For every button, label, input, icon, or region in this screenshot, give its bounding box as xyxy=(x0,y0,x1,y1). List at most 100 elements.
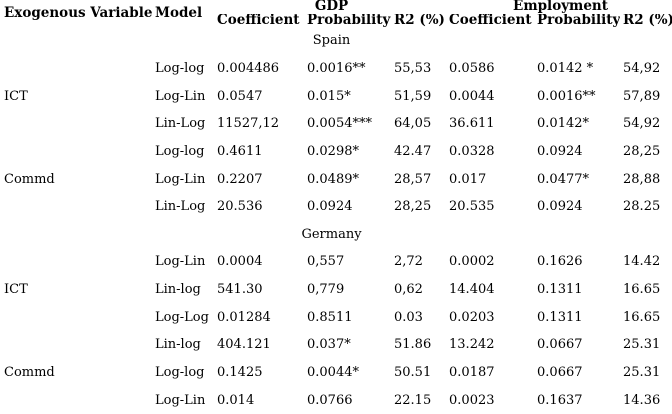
gdp-coefficient-cell: 541.30 xyxy=(217,282,263,298)
model-cell: Log-log xyxy=(155,143,205,159)
gdp-probability-cell: 0.0054*** xyxy=(307,116,372,132)
gdp-coefficient-cell: 0.01284 xyxy=(217,309,271,325)
gdp-coefficient-cell: 0.2207 xyxy=(217,171,263,187)
emp-r2-cell: 28,88 xyxy=(623,171,661,187)
emp-r2-cell: 16.65 xyxy=(623,309,661,325)
model-cell: Lin-Log xyxy=(155,116,206,132)
gdp-r2-cell: 51.86 xyxy=(394,337,432,353)
section-row-spain: Spain xyxy=(0,27,672,55)
gdp-probability-cell: 0,779 xyxy=(307,282,345,298)
model-cell: Log-Log xyxy=(155,309,209,325)
emp-probability-cell: 0.0667 xyxy=(537,365,583,380)
gdp-r2-cell: 55,53 xyxy=(394,60,432,76)
exogenous-variable-cell: ICT xyxy=(4,88,28,104)
emp-probability-cell: 0.0924 xyxy=(537,199,583,215)
emp-r2-cell: 14.36 xyxy=(623,392,661,408)
table-row: Lin-log 404.121 0.037* 51.86 13.242 0.06… xyxy=(0,331,672,359)
exogenous-variable-cell xyxy=(0,331,152,359)
emp-coefficient-cell: 0.0002 xyxy=(449,254,495,270)
emp-coefficient-cell: 20.535 xyxy=(449,199,495,215)
gdp-probability-cell: 0.8511 xyxy=(307,309,353,325)
emp-coefficient-cell: 13.242 xyxy=(449,337,495,353)
col-header-gdp-r2: R2 (%) xyxy=(394,13,445,27)
emp-r2-cell: 54,92 xyxy=(623,116,661,132)
model-cell: Log-log xyxy=(155,365,205,380)
gdp-probability-cell: 0.0016** xyxy=(307,60,366,76)
table-row: Lin-Log 20.536 0.0924 28,25 20.535 0.092… xyxy=(0,193,672,221)
exogenous-variable-cell xyxy=(0,193,152,221)
model-cell: Log-Lin xyxy=(155,171,206,187)
col-header-exogenous-variable: Exogenous Variable xyxy=(4,4,152,21)
gdp-probability-cell: 0.0298* xyxy=(307,143,359,159)
emp-probability-cell: 0.0142 * xyxy=(537,60,594,76)
emp-coefficient-cell: 0.0023 xyxy=(449,392,495,408)
exogenous-variable-cell xyxy=(0,55,152,83)
gdp-coefficient-cell: 0.014 xyxy=(217,392,255,408)
model-cell: Log-Lin xyxy=(155,254,206,270)
exogenous-variable-cell: Commd xyxy=(4,171,55,187)
emp-r2-cell: 25.31 xyxy=(623,337,661,353)
gdp-r2-cell: 22.15 xyxy=(394,392,432,408)
model-cell: Log-Lin xyxy=(155,88,206,104)
gdp-r2-cell: 0,62 xyxy=(394,282,423,298)
emp-r2-cell: 57,89 xyxy=(623,88,661,104)
emp-coefficient-cell: 0.0203 xyxy=(449,309,495,325)
gdp-r2-cell: 2,72 xyxy=(394,254,423,270)
gdp-coefficient-cell: 11527,12 xyxy=(217,116,280,132)
emp-coefficient-cell: 0.017 xyxy=(449,171,487,187)
section-title-germany: Germany xyxy=(301,226,362,242)
col-header-gdp-coefficient: Coefficient xyxy=(217,13,300,27)
emp-probability-cell: 0.1637 xyxy=(537,392,583,408)
gdp-coefficient-cell: 404.121 xyxy=(217,337,271,353)
emp-probability-cell: 0.0142* xyxy=(537,116,590,132)
col-header-model: Model xyxy=(155,4,203,21)
exogenous-variable-cell: Commd xyxy=(4,365,55,380)
table-row: Log-log 0.004486 0.0016** 55,53 0.0586 0… xyxy=(0,55,672,83)
header-row-groups: Exogenous Variable Model GDP Employment xyxy=(0,0,672,20)
gdp-probability-cell: 0.015* xyxy=(307,88,351,104)
gdp-r2-cell: 51,59 xyxy=(394,88,432,104)
exogenous-variable-cell xyxy=(0,303,152,331)
model-cell: Lin-log xyxy=(155,282,201,298)
group-header-gdp: GDP xyxy=(314,0,349,14)
gdp-probability-cell: 0.0044* xyxy=(307,365,359,380)
model-cell: Log-Lin xyxy=(155,392,206,408)
emp-coefficient-cell: 36.611 xyxy=(449,116,495,132)
gdp-r2-cell: 28,25 xyxy=(394,199,432,215)
section-title-spain: Spain xyxy=(312,33,351,49)
table-row: ICT Lin-log 541.30 0,779 0,62 14.404 0.1… xyxy=(0,276,672,304)
model-cell: Lin-Log xyxy=(155,199,206,215)
table-row: Log-Lin 0.0004 0,557 2,72 0.0002 0.1626 … xyxy=(0,248,672,276)
table-row: Log-Log 0.01284 0.8511 0.03 0.0203 0.131… xyxy=(0,303,672,331)
emp-probability-cell: 0.0016** xyxy=(537,88,596,104)
model-cell: Lin-log xyxy=(155,337,201,353)
emp-probability-cell: 0.1626 xyxy=(537,254,583,270)
gdp-r2-cell: 50.51 xyxy=(394,365,432,380)
exogenous-variable-cell: ICT xyxy=(4,282,28,298)
gdp-r2-cell: 64,05 xyxy=(394,116,432,132)
gdp-coefficient-cell: 0.1425 xyxy=(217,365,263,380)
table-row: Commd Log-log 0.1425 0.0044* 50.51 0.018… xyxy=(0,359,672,387)
emp-coefficient-cell: 14.404 xyxy=(449,282,495,298)
section-row-germany: Germany xyxy=(0,220,672,248)
col-header-emp-coefficient: Coefficient xyxy=(449,13,532,27)
gdp-probability-cell: 0.0924 xyxy=(307,199,353,215)
table-row: Log-log 0.4611 0.0298* 42.47 0.0328 0.09… xyxy=(0,138,672,166)
exogenous-variable-cell xyxy=(0,386,152,414)
emp-r2-cell: 16.65 xyxy=(623,282,661,298)
exogenous-variable-cell xyxy=(0,110,152,138)
gdp-coefficient-cell: 20.536 xyxy=(217,199,263,215)
model-cell: Log-log xyxy=(155,60,205,76)
emp-r2-cell: 14.42 xyxy=(623,254,661,270)
emp-coefficient-cell: 0.0187 xyxy=(449,365,495,380)
emp-r2-cell: 28.25 xyxy=(623,199,661,215)
emp-probability-cell: 0.1311 xyxy=(537,282,583,298)
gdp-coefficient-cell: 0.0547 xyxy=(217,88,263,104)
emp-probability-cell: 0.0477* xyxy=(537,171,590,187)
emp-r2-cell: 28,25 xyxy=(623,143,661,159)
group-header-employment: Employment xyxy=(513,0,608,14)
gdp-coefficient-cell: 0.0004 xyxy=(217,254,263,270)
gdp-r2-cell: 0.03 xyxy=(394,309,423,325)
